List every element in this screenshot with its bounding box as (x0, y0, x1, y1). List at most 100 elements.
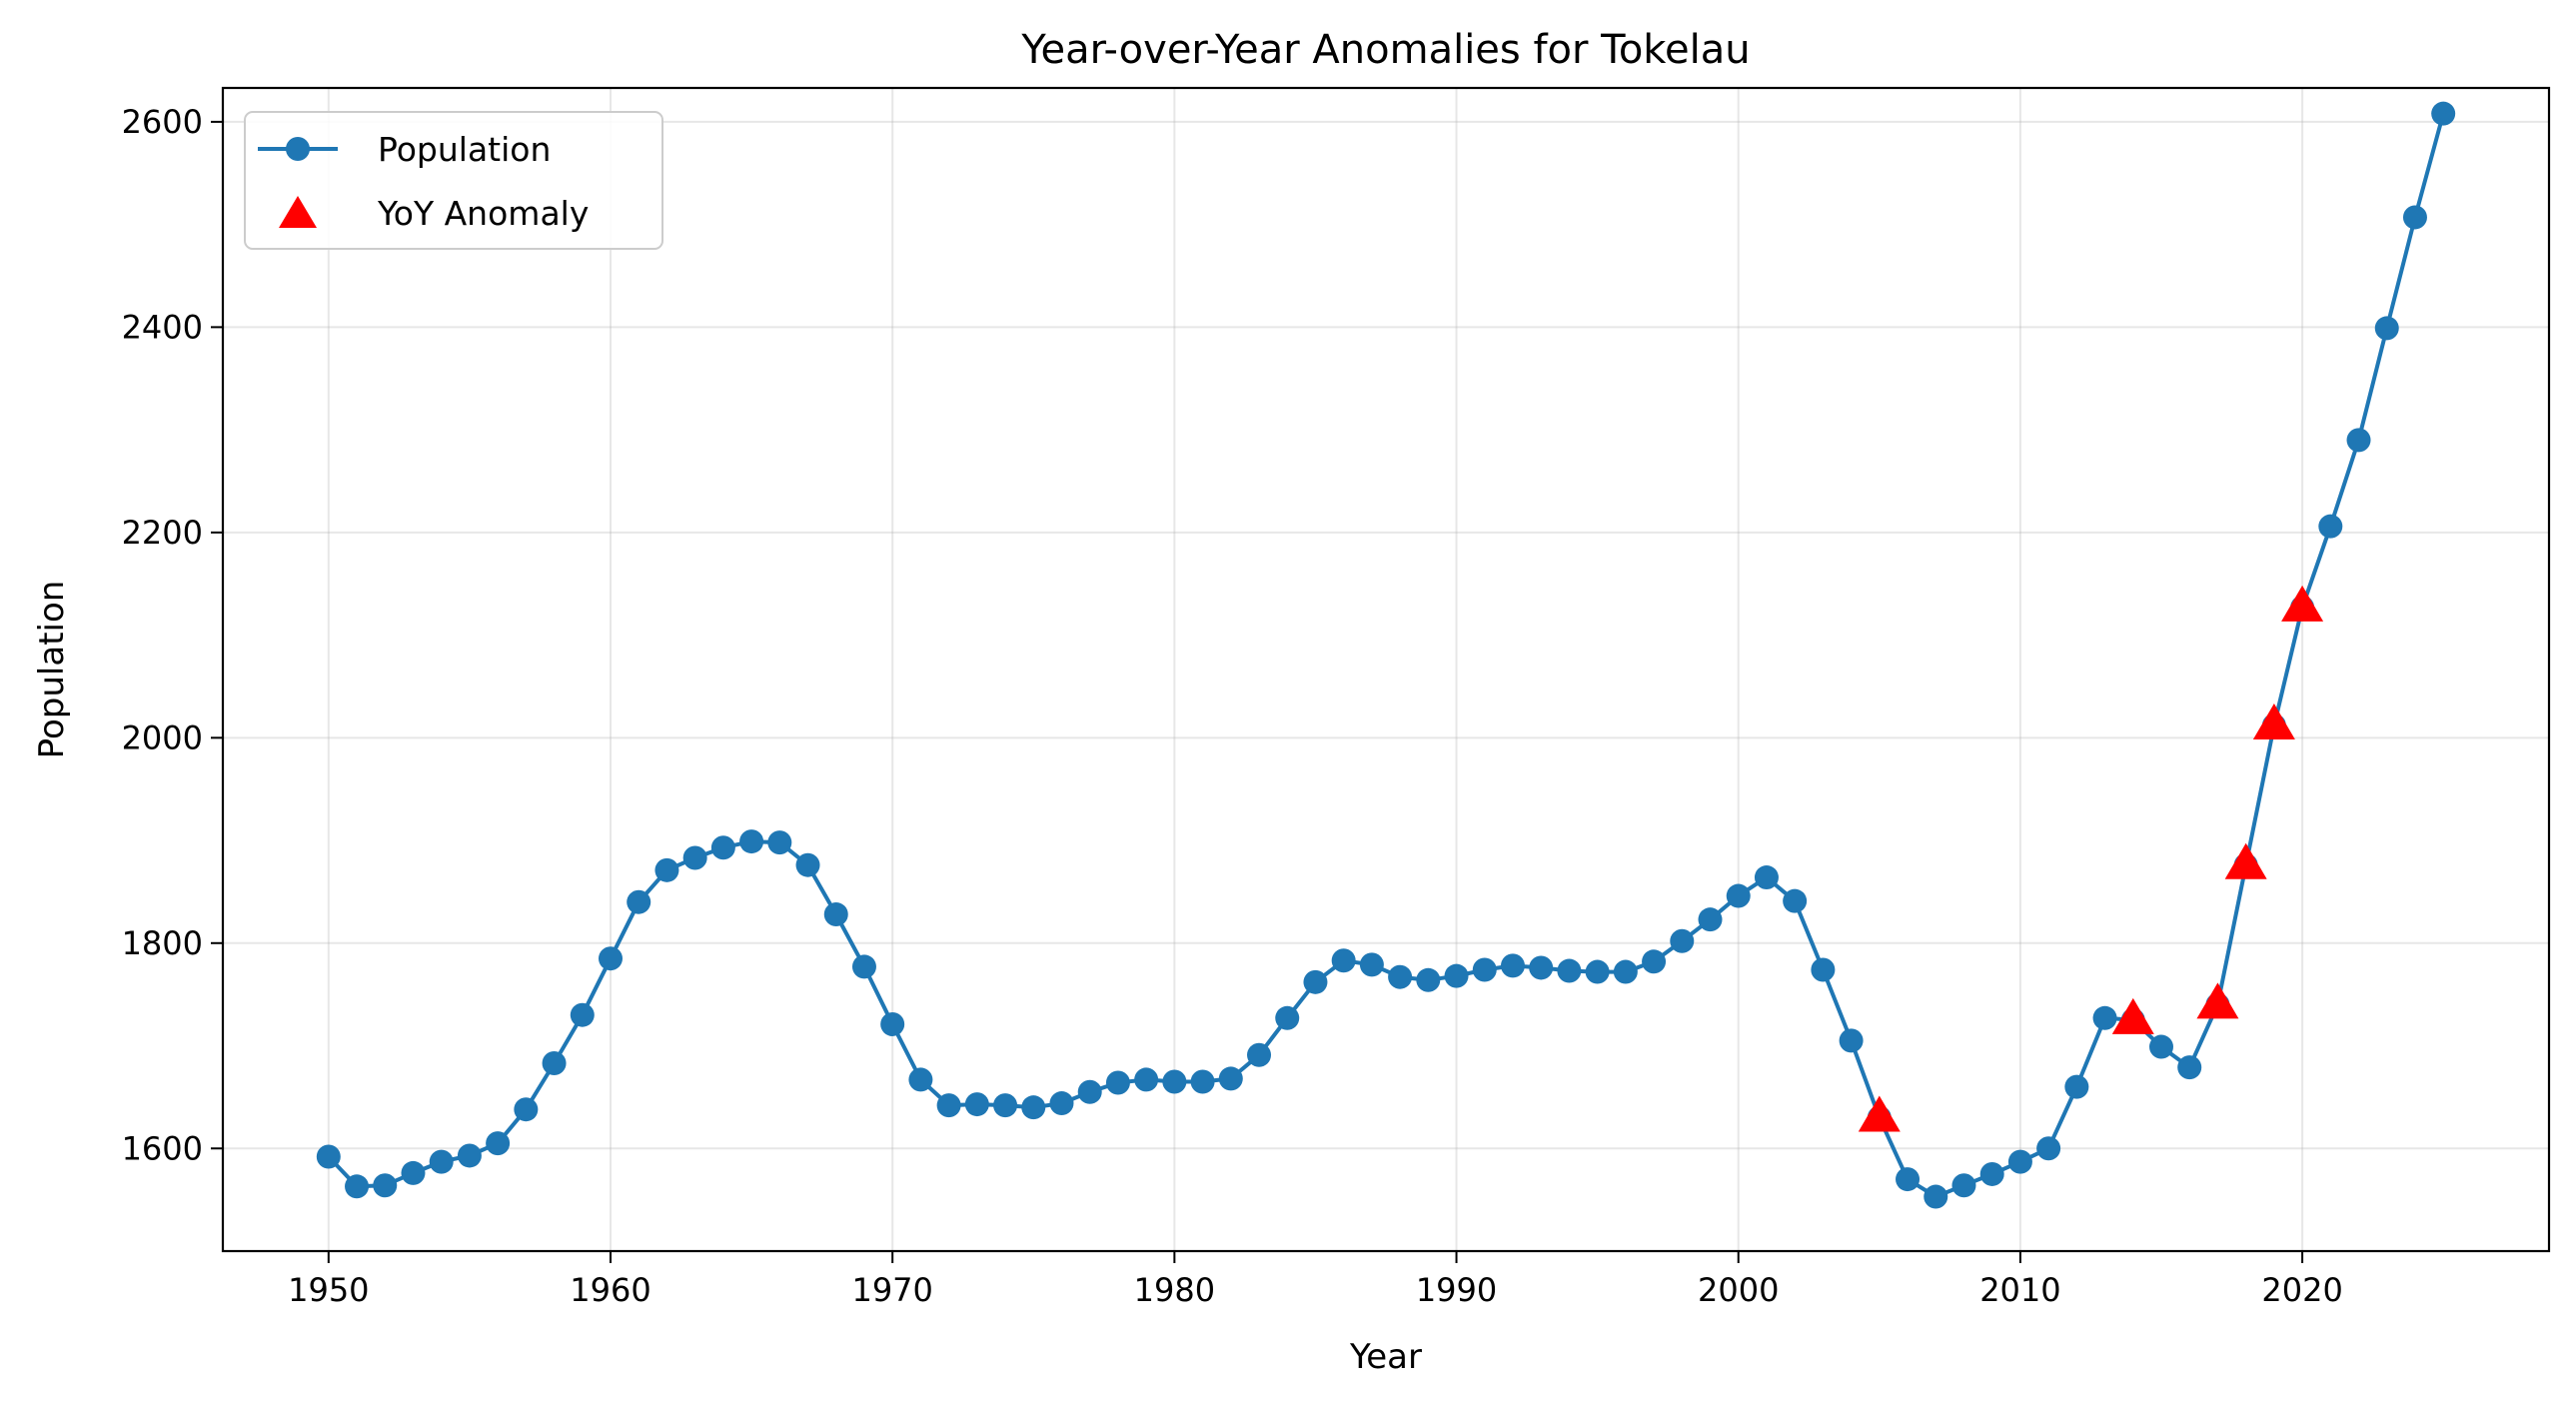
y-tick-label: 2400 (122, 308, 203, 346)
population-point (345, 1174, 370, 1199)
y-tick-label: 2200 (122, 514, 203, 552)
population-point (542, 1050, 567, 1075)
population-point (1979, 1161, 2004, 1186)
population-point (2402, 205, 2427, 230)
population-point (1783, 888, 1808, 913)
population-point (739, 829, 764, 854)
population-point (1247, 1042, 1272, 1067)
population-point (1726, 883, 1751, 908)
anomaly-marker (2111, 997, 2154, 1034)
population-point (993, 1093, 1018, 1118)
anomaly-marker (2224, 842, 2267, 879)
population-point (1500, 953, 1525, 978)
population-point (1754, 865, 1779, 890)
y-tick-label: 1800 (122, 924, 203, 962)
population-point (908, 1067, 933, 1092)
population-point (1275, 1005, 1300, 1030)
population-point (654, 857, 679, 882)
population-point (599, 946, 623, 971)
population-point (514, 1097, 539, 1122)
population-point (1105, 1070, 1130, 1095)
population-point (1162, 1069, 1187, 1094)
population-point (767, 830, 792, 855)
x-tick-label: 1990 (1416, 1271, 1497, 1309)
population-point (936, 1093, 961, 1118)
population-point (1811, 957, 1836, 982)
population-point (710, 835, 735, 860)
chart-title: Year-over-Year Anomalies for Tokelau (1020, 27, 1750, 73)
population-line (327, 113, 2446, 1199)
legend-triangle-marker (279, 196, 317, 228)
anomaly-marker (2252, 703, 2295, 739)
population-point (373, 1173, 398, 1198)
population-point (682, 845, 707, 870)
population-point (1077, 1079, 1102, 1104)
population-point (2149, 1034, 2173, 1059)
population-point (1049, 1091, 1074, 1116)
population-point (1190, 1069, 1215, 1094)
legend-box (244, 111, 663, 250)
population-point (1529, 955, 1554, 980)
population-point (2177, 1055, 2202, 1080)
population-point (851, 954, 876, 979)
population-point (1444, 963, 1469, 988)
population-point (1698, 907, 1723, 932)
population-point (2346, 428, 2371, 453)
x-tick-label: 1950 (288, 1271, 369, 1309)
grid (223, 88, 2549, 1251)
population-point (1331, 948, 1356, 973)
population-point (316, 1144, 341, 1169)
population-point (1896, 1167, 1921, 1192)
population-point (486, 1131, 511, 1156)
population-point (2064, 1074, 2089, 1099)
series-yoy-anomaly (1858, 585, 2324, 1132)
x-tick-label: 2010 (1979, 1271, 2060, 1309)
legend: Population YoY Anomaly (244, 111, 663, 250)
population-point (570, 1002, 595, 1027)
population-point (1303, 969, 1328, 994)
y-tick-label: 2000 (122, 718, 203, 756)
anomaly-marker (2196, 982, 2239, 1019)
legend-circle-marker (286, 137, 310, 161)
axis-ticks: 1950 1960 1970 1980 1990 2000 2010 2020 1600 1800… (122, 103, 2343, 1309)
population-point (1642, 949, 1667, 974)
population-point (627, 889, 651, 914)
population-point (1839, 1028, 1864, 1053)
population-point (2007, 1149, 2032, 1174)
y-axis-label: Population (32, 581, 72, 759)
population-point (795, 852, 820, 877)
population-point (2092, 1005, 2117, 1030)
population-point (429, 1149, 454, 1174)
population-point (1951, 1173, 1976, 1198)
anomaly-marker (2281, 585, 2324, 622)
x-tick-label: 2000 (1698, 1271, 1779, 1309)
population-point (1585, 959, 1610, 984)
population-point (1924, 1184, 1948, 1209)
population-point (1388, 964, 1413, 989)
population-point (1021, 1095, 1046, 1120)
anomaly-marker (1858, 1095, 1901, 1132)
population-point (401, 1160, 426, 1185)
population-point (1218, 1066, 1243, 1091)
population-point (1472, 957, 1497, 982)
population-point (1134, 1067, 1159, 1092)
population-point (880, 1011, 905, 1036)
population-point (2374, 316, 2399, 341)
x-tick-label: 1970 (851, 1271, 932, 1309)
population-point (1613, 959, 1638, 984)
y-tick-label: 2600 (122, 103, 203, 141)
population-point (457, 1143, 482, 1168)
x-axis-label: Year (1349, 1337, 1422, 1377)
x-tick-label: 1980 (1134, 1271, 1215, 1309)
population-point (2431, 101, 2456, 126)
population-point (2036, 1136, 2061, 1161)
y-tick-label: 1600 (122, 1129, 203, 1167)
population-point (964, 1092, 989, 1117)
plot-frame (221, 86, 2551, 1253)
population-point (1557, 958, 1582, 983)
population-point (1670, 928, 1695, 953)
population-point (1359, 952, 1384, 977)
x-tick-label: 2020 (2261, 1271, 2342, 1309)
legend-label-anomaly: YoY Anomaly (377, 194, 589, 233)
